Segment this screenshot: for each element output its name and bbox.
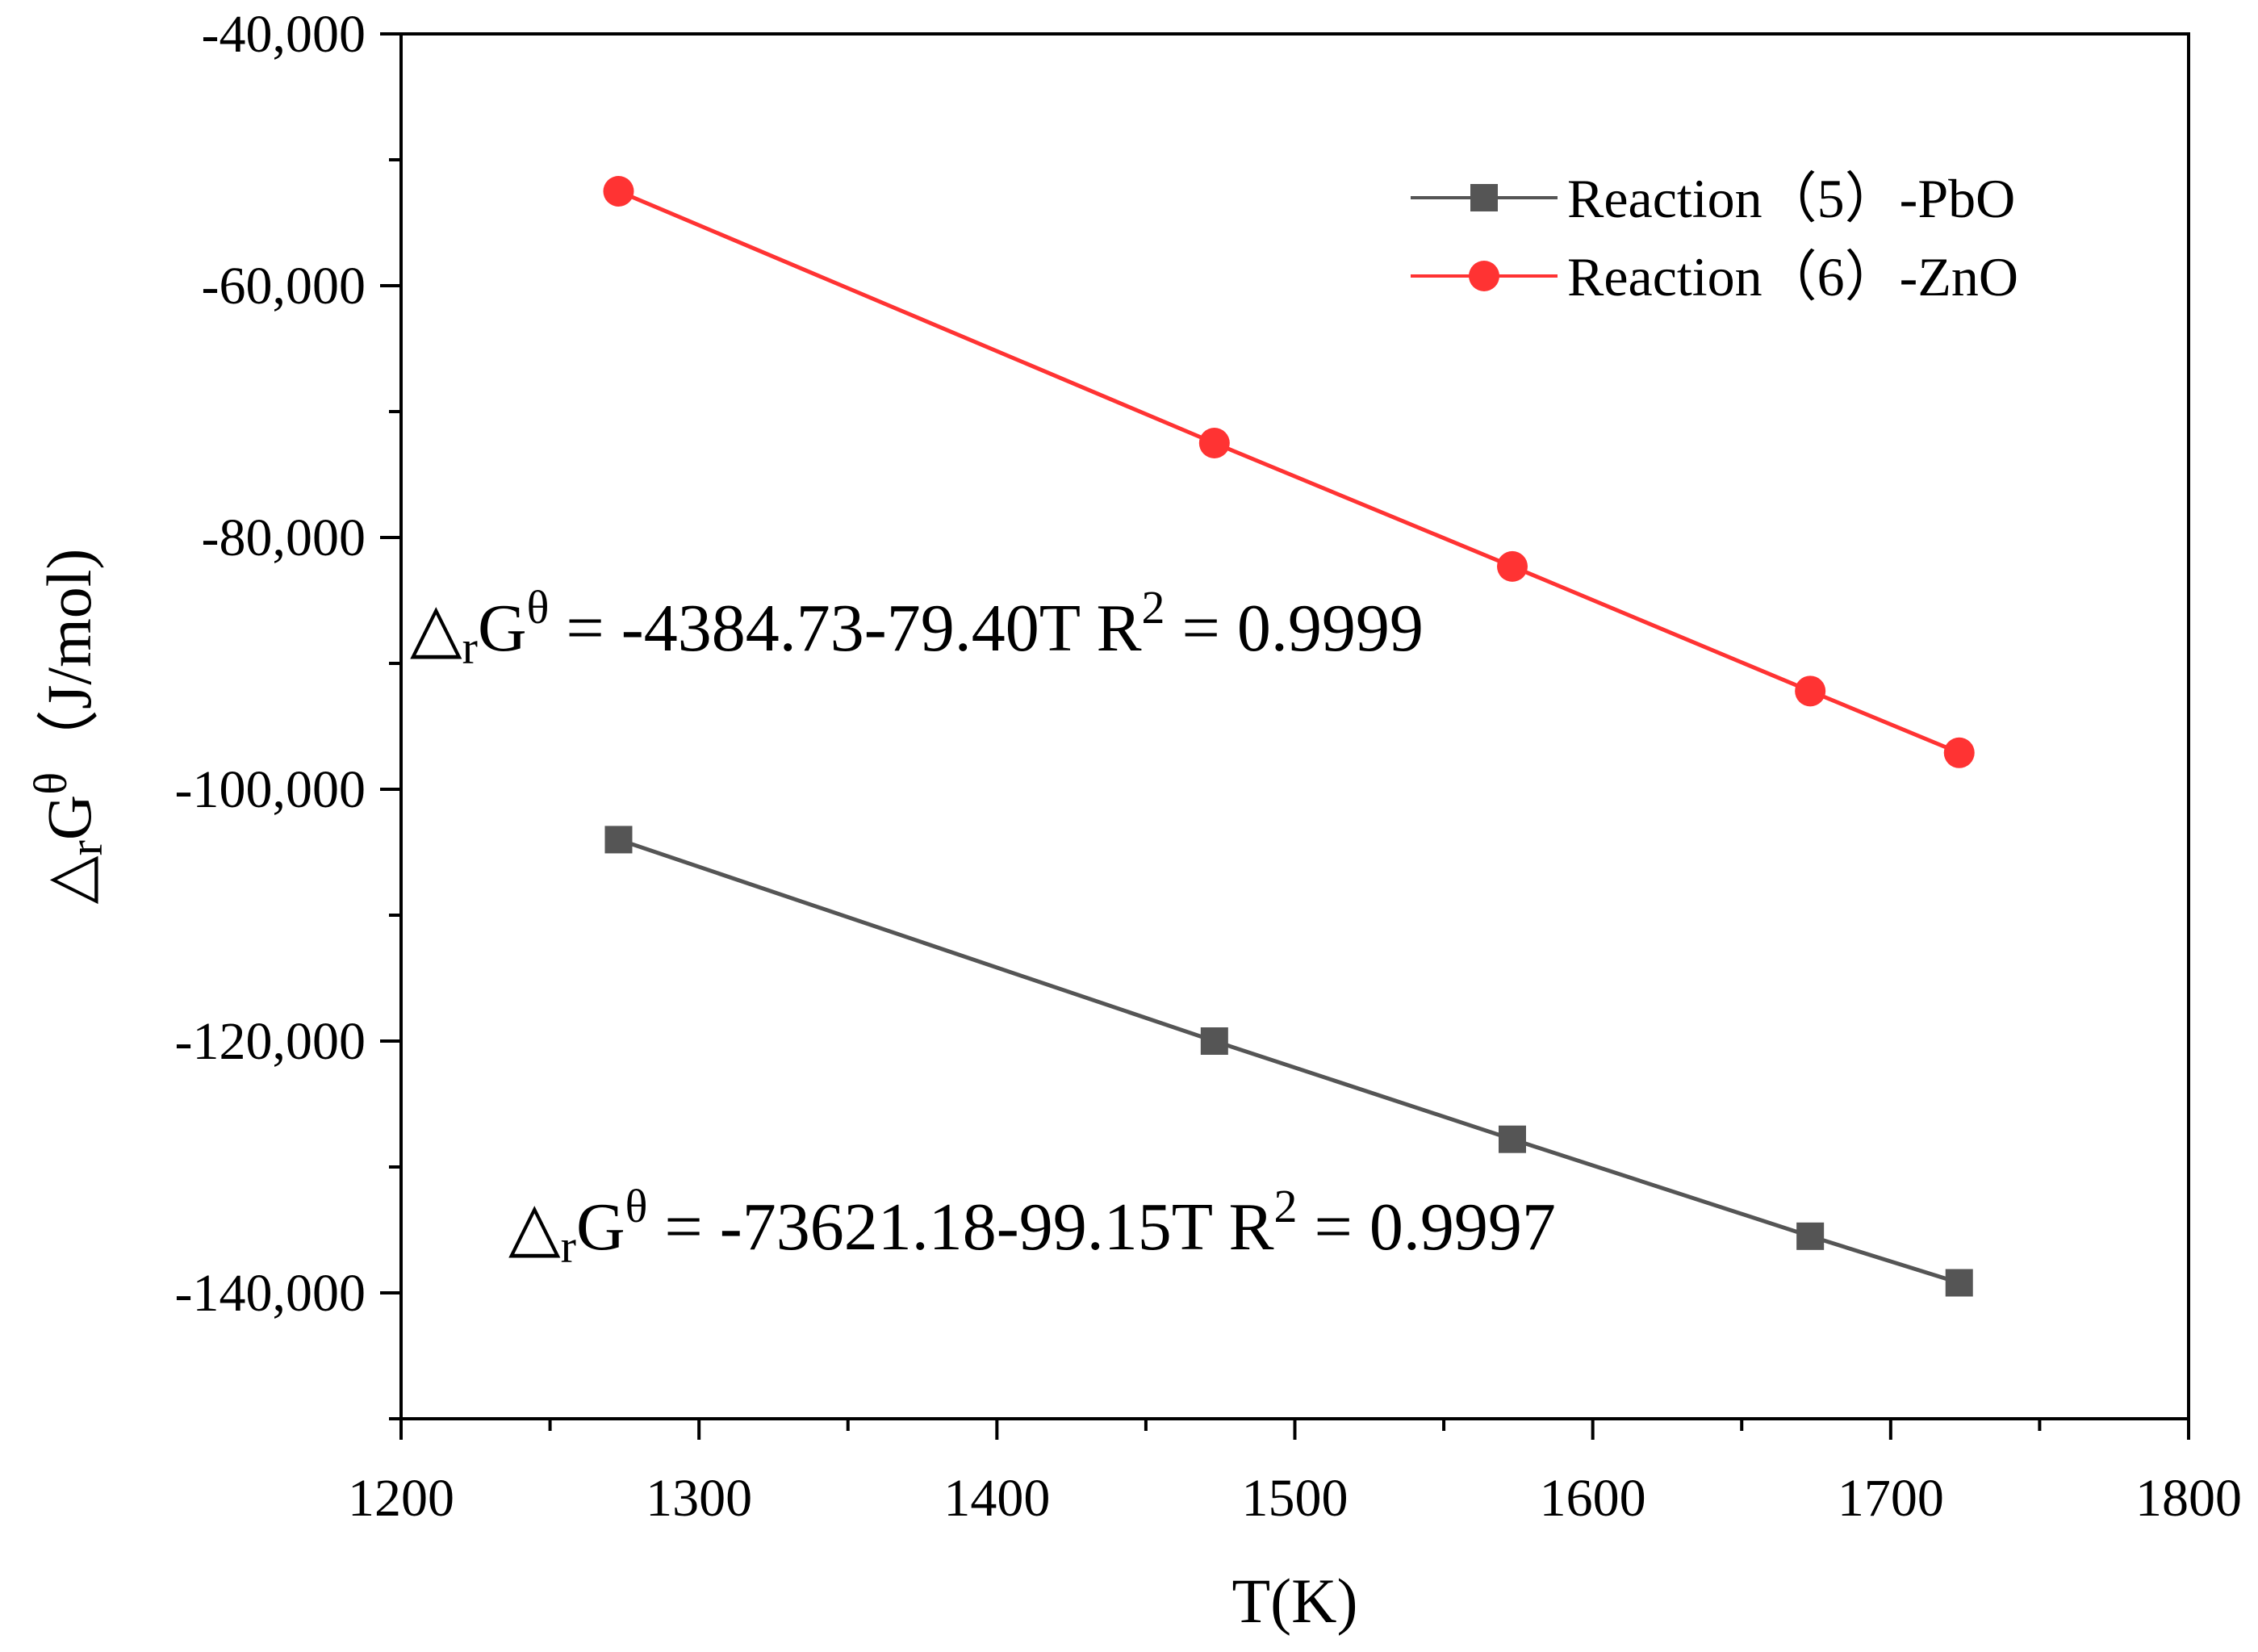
legend-marker-zno (1469, 261, 1499, 291)
y-axis-title-main: G (34, 795, 104, 840)
equation-pbo-main: G (576, 1190, 625, 1265)
y-tick-label: -140,000 (175, 1264, 366, 1323)
y-axis-title-sup: θ (24, 772, 77, 795)
equation-zno-r2-sup: 2 (1142, 581, 1165, 634)
y-axis-title-unit: （J/mol) (34, 549, 104, 772)
equation-pbo-prefix: △ (508, 1190, 561, 1265)
x-tick-label: 1300 (646, 1469, 752, 1528)
equation-zno: △rGθ = -4384.73-79.40T R2 = 0.9999 (410, 581, 1424, 674)
legend: Reaction（5）-PbO Reaction（6）-ZnO (1411, 168, 2018, 307)
x-tick-label: 1200 (348, 1469, 454, 1528)
x-tick-label: 1600 (1540, 1469, 1646, 1528)
data-point-zno (603, 176, 634, 207)
y-tick-label: -60,000 (202, 257, 366, 316)
y-tick-label: -120,000 (175, 1012, 366, 1071)
x-tick-label: 1800 (2135, 1469, 2242, 1528)
equation-zno-main: G (478, 591, 527, 666)
equation-zno-sub: r (462, 621, 478, 674)
y-tick-label: -80,000 (202, 508, 366, 567)
equation-pbo-sub: r (561, 1220, 576, 1273)
data-point-pbo (1796, 1222, 1825, 1250)
legend-label-pbo: Reaction（5）-PbO (1567, 168, 2015, 229)
y-axis-title: △rGθ（J/mol) (24, 549, 112, 905)
data-point-zno (1198, 428, 1230, 458)
data-point-pbo (604, 826, 633, 854)
equation-pbo: △rGθ = -73621.18-99.15T R2 = 0.9997 (508, 1180, 1556, 1273)
equation-pbo-body: = -73621.18-99.15T R (647, 1190, 1273, 1265)
y-axis-title-prefix: △ (34, 855, 104, 904)
data-point-pbo (1498, 1125, 1526, 1153)
y-tick-label: -40,000 (202, 5, 366, 64)
legend-marker-pbo (1470, 184, 1498, 211)
data-point-zno (1795, 675, 1826, 707)
x-axis-title: T(K) (1232, 1566, 1358, 1636)
x-tick-label: 1400 (943, 1469, 1050, 1528)
y-tick-label: -100,000 (175, 760, 366, 819)
equation-zno-sup: θ (527, 581, 550, 634)
equation-zno-r2: = 0.9999 (1165, 591, 1424, 666)
equation-pbo-r2-sup: 2 (1274, 1180, 1298, 1232)
legend-label-zno: Reaction（6）-ZnO (1567, 246, 2018, 307)
data-point-pbo (1200, 1027, 1228, 1055)
equation-zno-body: = -4384.73-79.40T R (549, 591, 1141, 666)
y-axis-title-sub: r (60, 840, 112, 855)
data-point-pbo (1945, 1269, 1973, 1297)
equation-pbo-sup: θ (625, 1180, 648, 1232)
equation-zno-prefix: △ (410, 591, 462, 666)
equation-pbo-r2: = 0.9997 (1298, 1190, 1556, 1265)
data-point-zno (1943, 737, 1975, 768)
x-tick-label: 1700 (1838, 1469, 1944, 1528)
x-tick-label: 1500 (1242, 1469, 1349, 1528)
data-point-zno (1496, 550, 1528, 582)
